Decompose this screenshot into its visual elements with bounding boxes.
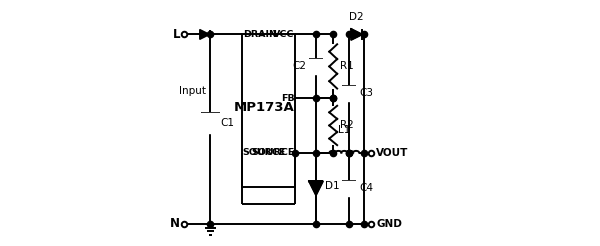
Bar: [242, 34, 295, 187]
Text: C2: C2: [292, 62, 306, 71]
Text: C4: C4: [359, 183, 373, 193]
Text: N: N: [170, 217, 180, 230]
Text: D2: D2: [349, 12, 364, 22]
Text: R2: R2: [340, 121, 354, 130]
Polygon shape: [309, 181, 323, 195]
Text: VOUT: VOUT: [376, 148, 409, 157]
Text: GND: GND: [376, 219, 402, 229]
Text: SOURCE: SOURCE: [251, 148, 295, 157]
Text: C3: C3: [359, 89, 373, 98]
Text: L: L: [172, 28, 180, 41]
Text: R1: R1: [340, 62, 354, 71]
Text: L1: L1: [338, 125, 350, 135]
Text: VCC: VCC: [273, 30, 295, 39]
Text: C1: C1: [221, 118, 235, 128]
Text: DRAIN: DRAIN: [242, 30, 277, 39]
Polygon shape: [351, 29, 362, 40]
Text: FB: FB: [281, 94, 295, 103]
Text: MP173A: MP173A: [234, 101, 295, 114]
Polygon shape: [200, 30, 209, 39]
Text: Input: Input: [179, 86, 206, 96]
Text: D1: D1: [325, 181, 340, 191]
Text: SOURCE: SOURCE: [242, 148, 286, 157]
